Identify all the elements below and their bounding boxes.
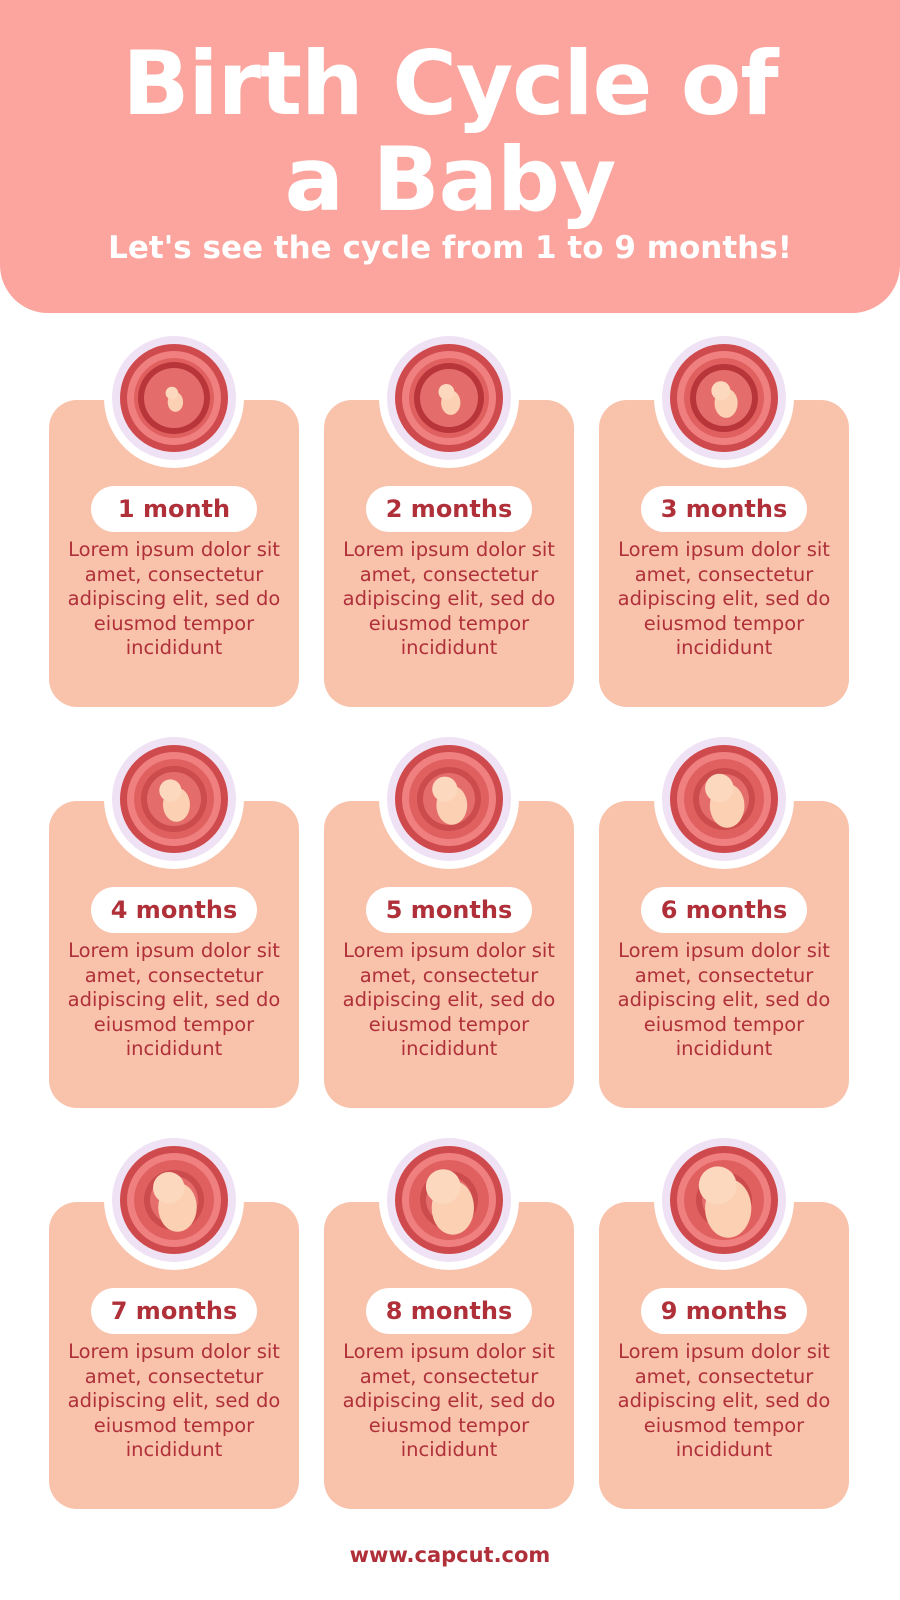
footer-url[interactable]: www.capcut.com — [349, 1543, 551, 1567]
page-title: Birth Cycle of a Baby — [122, 32, 778, 231]
stage-label: 2 months — [366, 486, 532, 532]
womb-ring — [112, 1138, 236, 1262]
womb-ring — [112, 336, 236, 460]
womb-ring — [387, 1138, 511, 1262]
embryo-icon — [120, 344, 228, 452]
womb-ring — [387, 336, 511, 460]
embryo-icon — [670, 745, 778, 853]
embryo-icon — [395, 1146, 503, 1254]
stage-description: Lorem ipsum dolor sit amet, consectetur … — [342, 939, 556, 1060]
stage-description: Lorem ipsum dolor sit amet, consectetur … — [617, 538, 831, 659]
stage-card: 9 months Lorem ipsum dolor sit amet, con… — [599, 1202, 849, 1509]
womb-ring — [112, 737, 236, 861]
stage-description: Lorem ipsum dolor sit amet, consectetur … — [617, 939, 831, 1060]
stage-description: Lorem ipsum dolor sit amet, consectetur … — [67, 538, 281, 659]
stage-label: 3 months — [641, 486, 807, 532]
embryo-icon — [670, 344, 778, 452]
header-banner: Birth Cycle of a Baby Let's see the cycl… — [0, 0, 900, 313]
womb-ring — [387, 737, 511, 861]
stage-label: 9 months — [641, 1288, 807, 1334]
womb-ring — [662, 336, 786, 460]
stage-description: Lorem ipsum dolor sit amet, consectetur … — [342, 1340, 556, 1461]
stage-description: Lorem ipsum dolor sit amet, consectetur … — [67, 1340, 281, 1461]
embryo-icon — [395, 344, 503, 452]
stage-label: 7 months — [91, 1288, 257, 1334]
womb-ring — [662, 1138, 786, 1262]
stage-label: 6 months — [641, 887, 807, 933]
page-subtitle: Let's see the cycle from 1 to 9 months! — [108, 230, 792, 266]
stage-card: 2 months Lorem ipsum dolor sit amet, con… — [324, 400, 574, 707]
embryo-icon — [120, 1146, 228, 1254]
stage-label: 5 months — [366, 887, 532, 933]
embryo-icon — [395, 745, 503, 853]
stage-description: Lorem ipsum dolor sit amet, consectetur … — [617, 1340, 831, 1461]
embryo-icon — [120, 745, 228, 853]
stage-description: Lorem ipsum dolor sit amet, consectetur … — [67, 939, 281, 1060]
womb-ring — [662, 737, 786, 861]
stage-description: Lorem ipsum dolor sit amet, consectetur … — [342, 538, 556, 659]
stage-label: 8 months — [366, 1288, 532, 1334]
embryo-icon — [670, 1146, 778, 1254]
stage-label: 1 month — [91, 486, 257, 532]
stage-label: 4 months — [91, 887, 257, 933]
